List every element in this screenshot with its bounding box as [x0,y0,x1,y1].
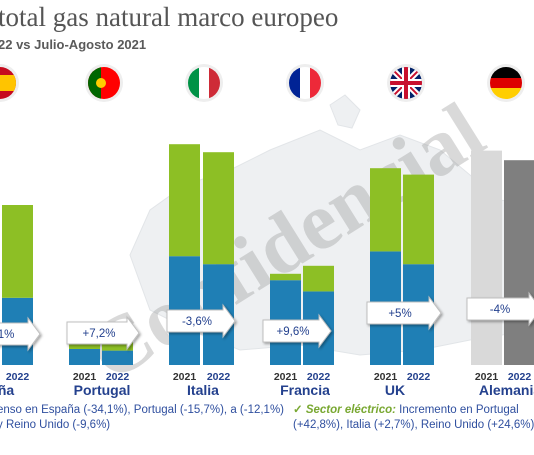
note-electric-sector: ✓ Sector eléctrico: Incremento en Portug… [293,403,534,433]
bar-españa-2022-segment-1 [2,205,33,298]
year-label-alemania-2021: 2021 [475,371,499,383]
bar-italia-2021-segment-1 [169,144,200,257]
category-label-uk: UK [385,382,405,398]
arrow-shape [466,291,534,327]
year-label-francia-2022: 2022 [307,371,331,383]
arrow-shape [262,313,332,349]
chart-title: total gas natural marco europeo [0,2,339,32]
arrow-shape [366,295,442,331]
germany-flag-icon [487,64,525,102]
spain-flag-icon [0,64,19,102]
year-label-francia-2021: 2021 [274,371,298,383]
arrow-shape [0,316,41,352]
variation-label-uk: +5% [388,308,411,320]
chart-area: Confidencial [0,64,534,399]
category-label-italia: Italia [187,382,219,398]
category-label-francia: Francia [280,382,330,398]
bar-alemania-2022-segment-3 [504,160,534,365]
check-icon: ✓ [293,404,303,416]
variation-arrow-españa: 1% [0,316,41,352]
bar-uk-2021-segment-1 [370,168,401,252]
bar-uk-2022-segment-1 [403,174,434,265]
france-flag-icon [286,64,324,102]
year-label-españa-2022: 2022 [6,371,30,383]
bar-alemania-2021-segment-2 [471,150,502,365]
year-label-italia-2022: 2022 [207,371,231,383]
italy-flag-icon [185,64,223,102]
year-label-uk-2022: 2022 [407,371,431,383]
year-label-portugal-2022: 2022 [106,371,130,383]
note-right-text: Incremento en Portugal (+42,8%), Italia … [293,404,534,431]
bar-francia-2022-segment-1 [303,265,334,292]
year-label-uk-2021: 2021 [374,371,398,383]
year-label-portugal-2021: 2021 [73,371,97,383]
bar-portugal-2021-segment-0 [69,349,100,365]
variation-label-portugal: +7,2% [83,328,116,340]
variation-arrow-portugal: +7,2% [66,315,140,351]
variation-arrow-italia: -3,6% [166,303,236,339]
bar-francia-2021-segment-1 [270,273,301,281]
arrow-shape [166,303,236,339]
bar-italia-2022-segment-1 [203,152,234,265]
variation-arrow-francia: +9,6% [262,313,332,349]
chart-subtitle: 22 vs Julio-Agosto 2021 [0,37,147,52]
note-gas-consumption: enso en España (-34,1%), Portugal (-15,7… [0,403,287,433]
category-label-portugal: Portugal [74,382,131,398]
year-label-italia-2021: 2021 [173,371,197,383]
category-label-españa: ña [0,382,14,398]
arrow-shape [66,315,140,351]
portugal-flag-icon [85,64,123,102]
variation-arrow-alemania: -4% [466,291,534,327]
note-left-text: enso en España (-34,1%), Portugal (-15,7… [0,404,285,431]
variation-label-francia: +9,6% [277,326,310,338]
bar-portugal-2022-segment-0 [102,350,133,365]
note-sector-label: Sector eléctrico: [305,404,396,416]
variation-label-alemania: -4% [490,304,510,316]
uk-flag-icon [387,64,425,102]
year-label-alemania-2022: 2022 [508,371,532,383]
variation-label-españa: 1% [0,329,14,341]
variation-arrow-uk: +5% [366,295,442,331]
category-label-alemania: Alemania [479,382,534,398]
variation-label-italia: -3,6% [182,316,212,328]
